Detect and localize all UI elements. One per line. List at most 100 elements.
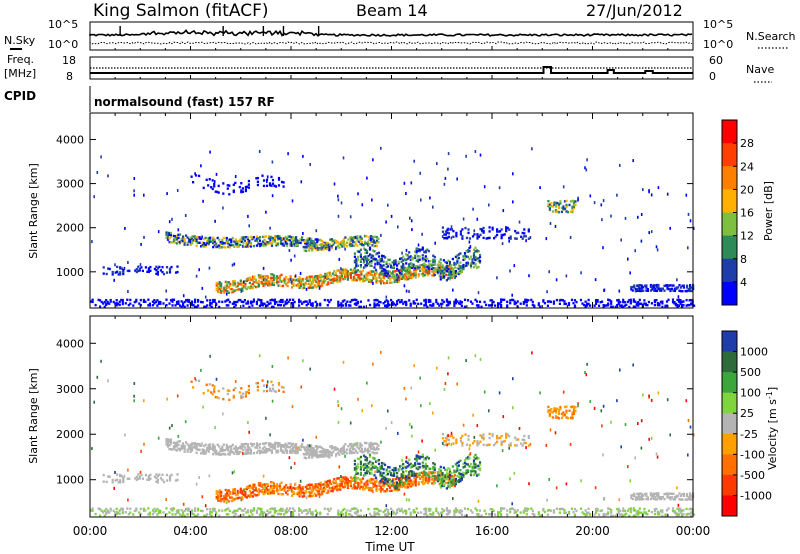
power-cell (215, 302, 218, 305)
velocity-cell (272, 447, 275, 450)
power-cell (335, 241, 338, 244)
power-cell (147, 269, 150, 272)
velocity-cell (455, 441, 458, 445)
velocity-cell (233, 491, 236, 495)
power-cell (217, 282, 220, 285)
power-cell (412, 265, 415, 268)
power-cell (500, 235, 503, 239)
velocity-cell (291, 494, 294, 497)
power-cell (644, 302, 647, 305)
velocity-cell (272, 445, 275, 448)
power-cell (511, 293, 513, 297)
power-cell (413, 274, 416, 277)
power-cell (331, 272, 334, 275)
velocity-cell (379, 486, 383, 489)
velocity-cell (219, 449, 222, 453)
velocity-cell (402, 466, 405, 470)
velocity-cell (375, 486, 378, 489)
velocity-cell (355, 472, 358, 476)
power-cell (260, 277, 263, 280)
power-cell (594, 278, 597, 282)
power-cell (384, 300, 387, 303)
power-cell (531, 303, 534, 307)
power-cell (460, 268, 463, 271)
velocity-cell (210, 514, 213, 518)
velocity-cell (286, 445, 289, 449)
velocity-cell (411, 483, 414, 486)
velocity-cell (165, 440, 168, 443)
power-cell (182, 239, 185, 243)
velocity-cell (275, 487, 279, 490)
velocity-cell (423, 458, 426, 461)
velocity-cell (441, 479, 444, 482)
power-cell (121, 300, 124, 303)
power-cell (260, 282, 263, 285)
velocity-cell (207, 389, 210, 392)
power-cell (411, 262, 414, 266)
power-cell (309, 284, 312, 287)
velocity-cell (227, 446, 230, 449)
power-cell (472, 259, 476, 262)
velocity-cell (340, 484, 343, 487)
power-cell (318, 276, 321, 279)
power-cell (204, 295, 207, 299)
power-cell (405, 278, 408, 281)
power-cell (370, 279, 374, 282)
power-cell (429, 304, 432, 307)
power-cell (453, 266, 456, 269)
power-cell (200, 300, 203, 304)
power-cell (346, 277, 349, 280)
power-cell (405, 269, 408, 272)
power-cell (252, 236, 255, 239)
power-cell (202, 186, 205, 190)
velocity-cell (370, 514, 373, 518)
power-cell (135, 267, 138, 271)
velocity-cell (438, 472, 441, 475)
power-cell (622, 305, 625, 309)
velocity-cell (472, 466, 476, 469)
power-cell (111, 273, 114, 276)
power-cell (677, 300, 681, 303)
power-cell (255, 300, 258, 304)
power-cell (405, 271, 408, 274)
velocity-cell (459, 472, 462, 476)
velocity-cell (120, 475, 123, 478)
velocity-cell (228, 453, 231, 456)
velocity-cell (376, 469, 379, 472)
velocity-cell (644, 511, 647, 514)
velocity-cell (479, 434, 482, 437)
power-cell (282, 284, 285, 288)
power-cell (423, 267, 426, 270)
power-cell (411, 266, 414, 269)
power-cell (517, 231, 520, 234)
power-cell (233, 279, 236, 283)
power-cell (376, 252, 379, 255)
velocity-cell (456, 474, 459, 478)
power-cell (375, 240, 379, 244)
velocity-cell (339, 484, 342, 487)
velocity-cell (362, 514, 366, 518)
power-cell (465, 261, 468, 265)
power-cell (345, 275, 348, 278)
power-cell (245, 243, 248, 246)
power-cell (341, 240, 344, 243)
velocity-cell (414, 481, 417, 484)
power-cell (278, 303, 281, 307)
velocity-cell (153, 511, 156, 514)
velocity-cell (396, 481, 399, 484)
power-cell (209, 302, 212, 305)
power-cell (682, 286, 686, 289)
power-cell (239, 298, 242, 302)
power-cell (293, 239, 296, 242)
velocity-cell (395, 477, 398, 481)
velocity-cell (213, 447, 216, 450)
power-cell (305, 244, 308, 247)
power-cell (417, 255, 420, 258)
velocity-cell (447, 478, 450, 482)
power-cell (328, 273, 331, 276)
power-cell (188, 240, 191, 243)
velocity-cell (303, 456, 306, 459)
velocity-cell (300, 487, 303, 490)
velocity-cell (414, 472, 417, 476)
power-cell (637, 289, 640, 292)
